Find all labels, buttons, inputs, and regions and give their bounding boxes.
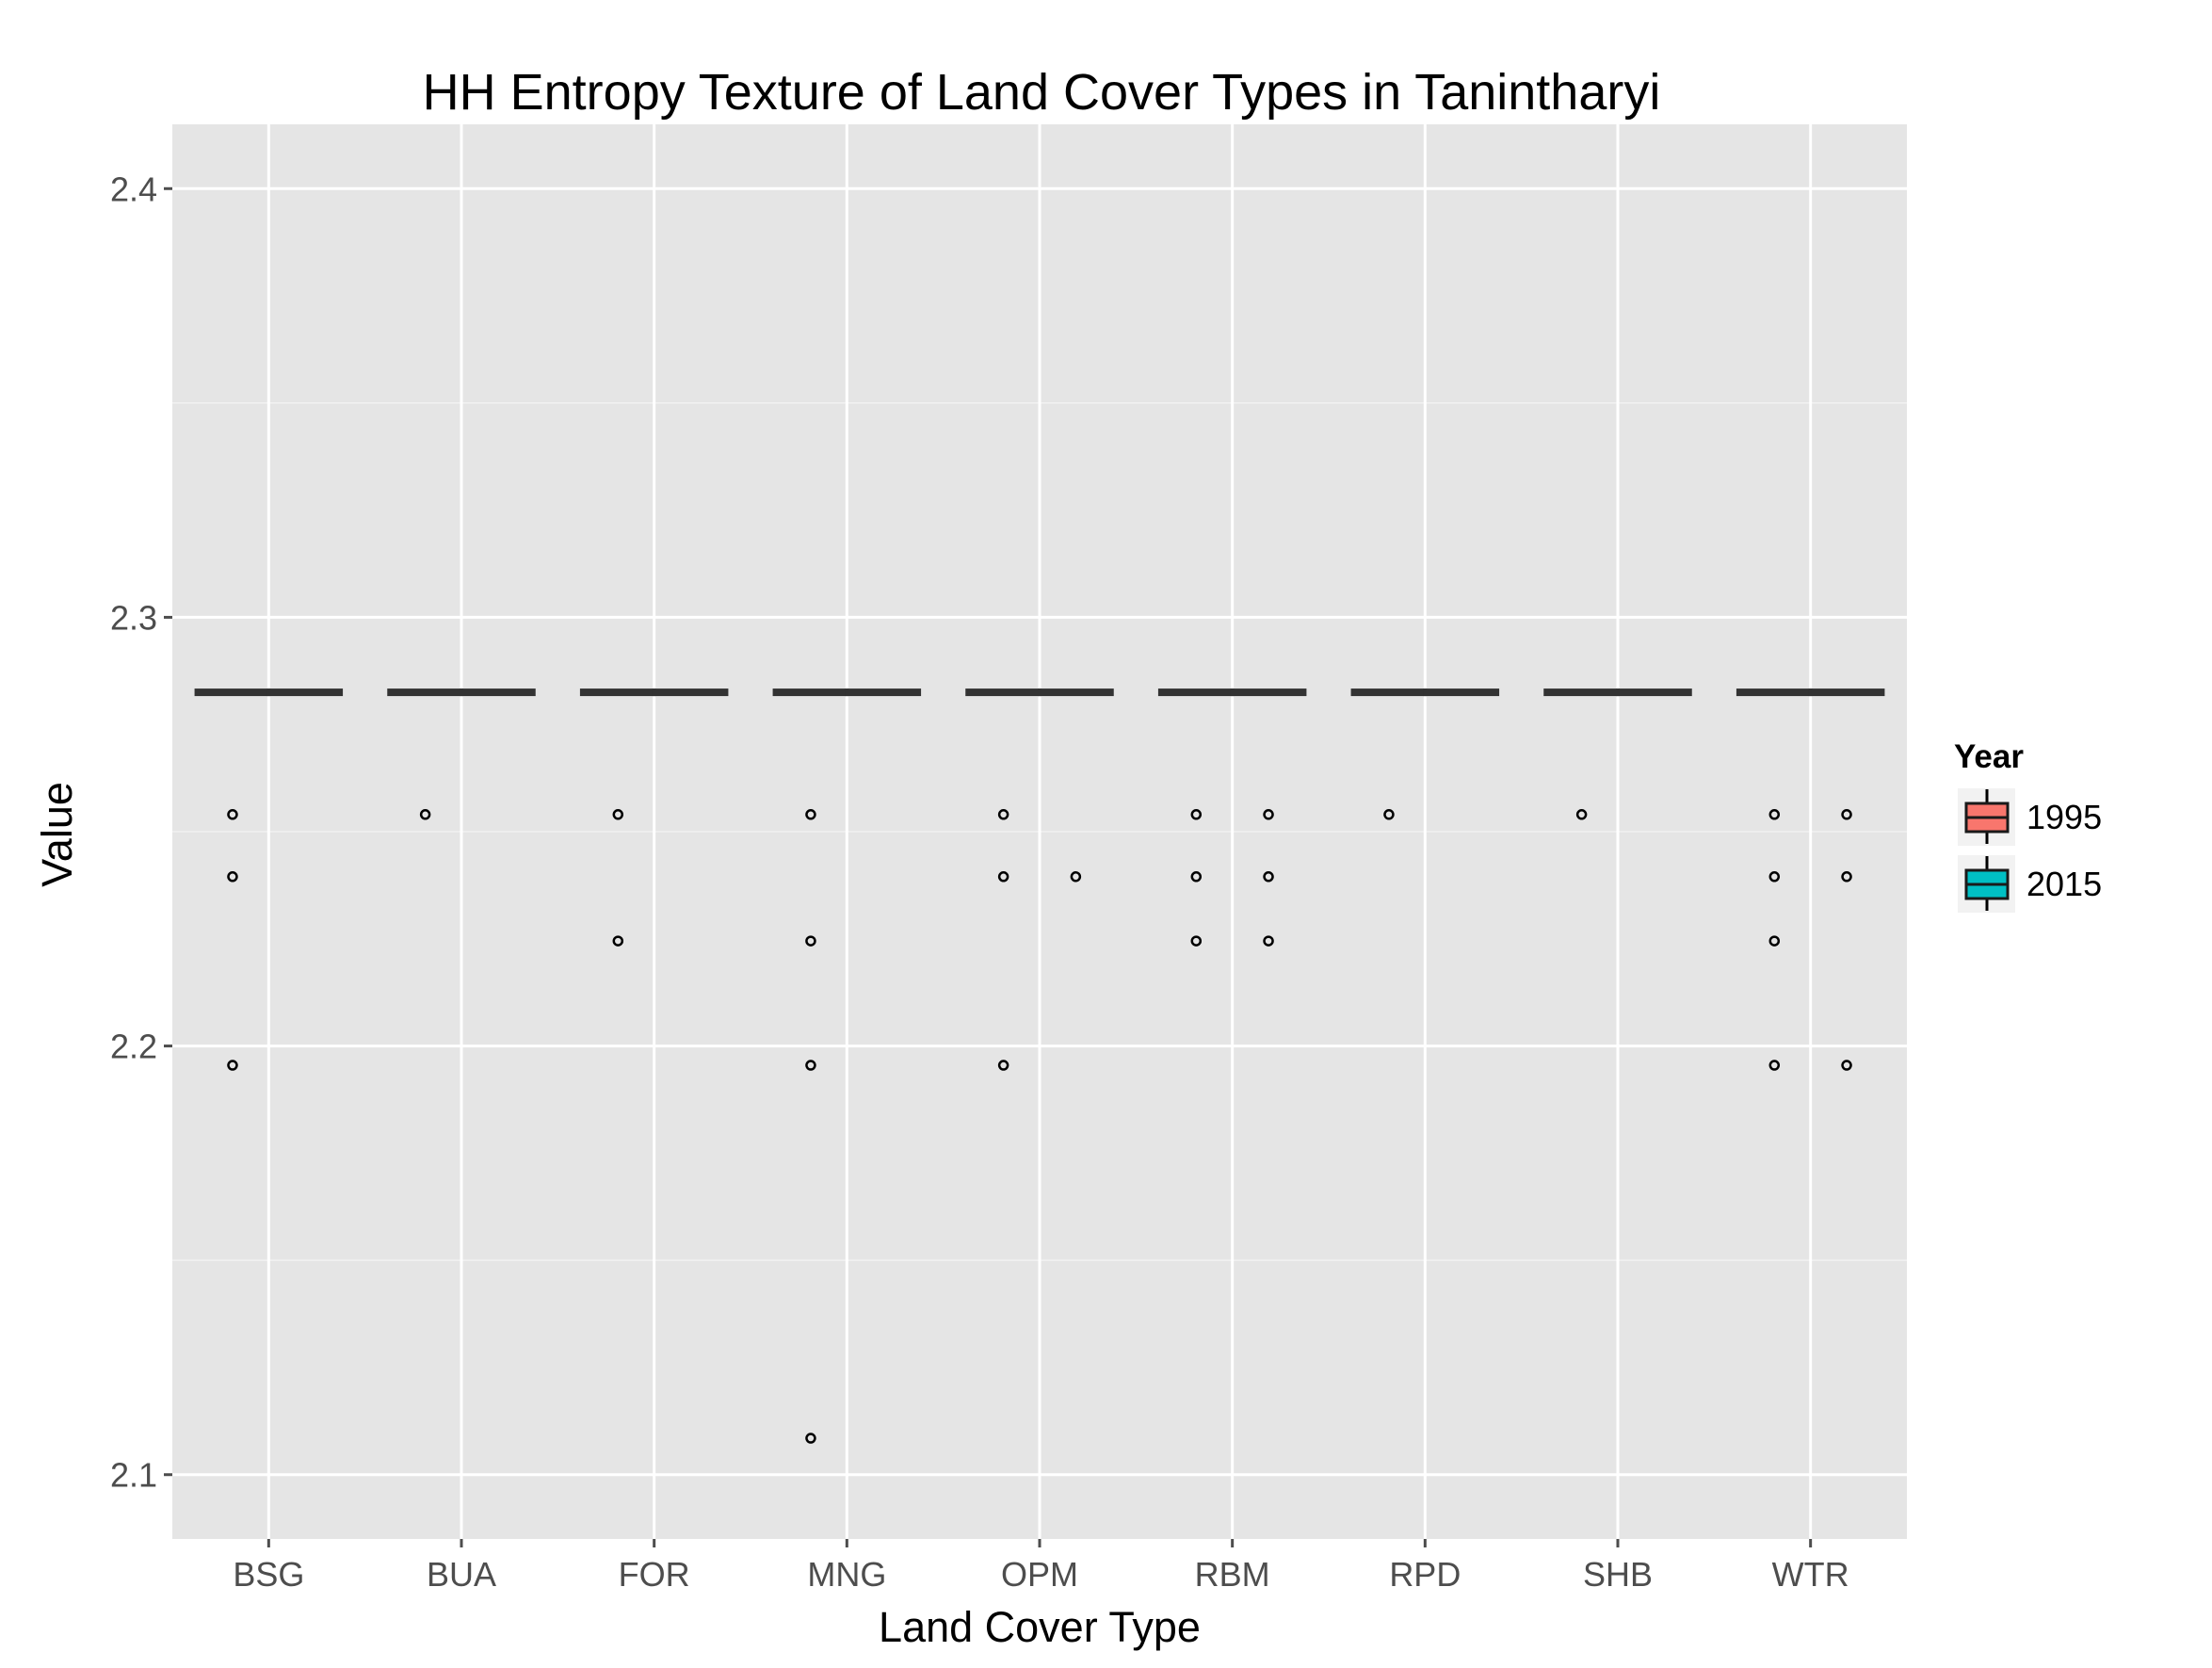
- legend-key-1995: [1958, 788, 2015, 846]
- grid-major: [172, 124, 1907, 1539]
- outlier-layer: [227, 809, 1852, 1444]
- legend-title: Year: [1954, 738, 2024, 775]
- outlier-point-1995-shb: [1575, 809, 1588, 820]
- box-2015-rpd: [1423, 688, 1500, 697]
- legend-key-2015: [1958, 855, 2015, 913]
- outlier-point-2015-rbm: [1263, 871, 1274, 883]
- outlier-point-1995-bua: [419, 809, 431, 820]
- box-1995-wtr: [1736, 688, 1813, 697]
- outlier-point-1995-bsg: [227, 1060, 238, 1071]
- box-1995-opm: [965, 688, 1041, 697]
- outlier-point-1995-for: [612, 935, 624, 947]
- y-axis-title: Value: [33, 782, 81, 887]
- box-1995-rpd: [1350, 688, 1428, 697]
- outlier-point-1995-rbm: [1190, 935, 1203, 947]
- box-2015-bsg: [266, 688, 344, 697]
- y-tick-label: 2.4: [110, 170, 157, 208]
- outlier-point-1995-rbm: [1190, 809, 1203, 820]
- box-1995-bua: [387, 688, 463, 697]
- outlier-point-2015-wtr: [1841, 871, 1852, 883]
- box-2015-shb: [1616, 688, 1692, 697]
- legend: Year 1995 2015: [1954, 738, 2102, 913]
- outlier-point-2015-rbm: [1263, 935, 1274, 947]
- outlier-point-2015-opm: [1070, 871, 1082, 883]
- outlier-point-1995-rpd: [1383, 809, 1395, 820]
- chart-title: HH Entropy Texture of Land Cover Types i…: [423, 64, 1661, 121]
- outlier-point-1995-mng: [805, 1060, 816, 1071]
- box-1995-for: [579, 688, 656, 697]
- outlier-point-1995-mng: [805, 935, 816, 947]
- box-1995-bsg: [194, 688, 271, 697]
- outlier-point-1995-opm: [997, 1060, 1009, 1071]
- x-tick-label-for: FOR: [619, 1555, 690, 1594]
- x-axis: BSG BUA FOR MNG OPM RBM RPD SHB WTR: [233, 1539, 1849, 1594]
- legend-label-1995: 1995: [2026, 798, 2102, 836]
- y-tick-label: 2.1: [110, 1456, 157, 1495]
- outlier-point-1995-wtr: [1768, 1060, 1781, 1071]
- outlier-point-1995-opm: [997, 871, 1009, 883]
- outlier-point-2015-wtr: [1841, 809, 1852, 820]
- box-1995-mng: [772, 688, 849, 697]
- outlier-point-1995-mng: [805, 1433, 816, 1444]
- outlier-point-1995-bsg: [227, 871, 238, 883]
- x-tick-label-bsg: BSG: [233, 1555, 304, 1594]
- x-tick-label-bua: BUA: [427, 1555, 496, 1594]
- outlier-point-1995-mng: [805, 809, 816, 820]
- outlier-point-1995-bsg: [227, 809, 238, 820]
- box-1995-shb: [1543, 688, 1620, 697]
- x-tick-label-wtr: WTR: [1772, 1555, 1849, 1594]
- y-axis: 2.1 2.2 2.3 2.4: [110, 170, 172, 1495]
- box-2015-wtr: [1808, 688, 1885, 697]
- y-tick-label: 2.3: [110, 598, 157, 637]
- box-layer: [194, 688, 1885, 697]
- legend-label-2015: 2015: [2026, 865, 2102, 903]
- box-2015-for: [652, 688, 729, 697]
- outlier-point-2015-rbm: [1263, 809, 1274, 820]
- y-tick-label: 2.2: [110, 1028, 157, 1066]
- x-tick-label-shb: SHB: [1583, 1555, 1653, 1594]
- x-tick-label-opm: OPM: [1001, 1555, 1078, 1594]
- x-tick-label-rbm: RBM: [1195, 1555, 1270, 1594]
- x-axis-title: Land Cover Type: [879, 1603, 1201, 1651]
- x-tick-label-mng: MNG: [807, 1555, 886, 1594]
- x-tick-label-rpd: RPD: [1389, 1555, 1461, 1594]
- outlier-point-2015-wtr: [1841, 1060, 1852, 1071]
- box-2015-mng: [845, 688, 922, 697]
- outlier-point-1995-wtr: [1768, 809, 1781, 820]
- box-2015-opm: [1038, 688, 1114, 697]
- box-1995-rbm: [1157, 688, 1235, 697]
- outlier-point-1995-for: [612, 809, 624, 820]
- box-2015-bua: [460, 688, 536, 697]
- box-2015-rbm: [1230, 688, 1307, 697]
- outlier-point-1995-wtr: [1768, 935, 1781, 947]
- outlier-point-1995-rbm: [1190, 871, 1203, 883]
- outlier-point-1995-wtr: [1768, 871, 1781, 883]
- outlier-point-1995-opm: [997, 809, 1009, 820]
